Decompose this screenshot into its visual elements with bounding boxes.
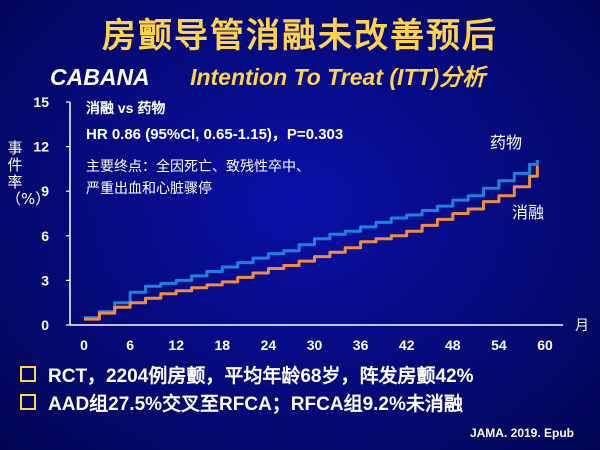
key-point-2: AAD组27.5%交叉至RFCA；RFCA组9.2%未消融: [20, 388, 473, 416]
analysis-type: Intention To Treat (ITT)分析: [190, 64, 486, 90]
series-label-ablation: 消融: [512, 203, 544, 222]
slide-title: 房颤导管消融未改善预后: [102, 16, 498, 56]
y-tick-label: 15: [33, 94, 49, 110]
endpoint-annotation-line2: 严重出血和心脏骤停: [86, 180, 212, 197]
x-tick-label: 48: [445, 337, 461, 353]
series-line-ablation: [84, 165, 539, 321]
x-tick-label: 60: [537, 337, 553, 353]
trial-name: CABANA: [50, 64, 150, 90]
checkbox-bullet-icon: [20, 394, 36, 410]
y-tick-label: 6: [41, 228, 49, 244]
source-citation: JAMA. 2019. Epub: [469, 426, 574, 440]
series-label-drug: 药物: [490, 133, 522, 152]
x-tick-label: 12: [168, 337, 184, 353]
series-line-drug: [84, 160, 539, 320]
x-axis-title: 月: [575, 318, 589, 334]
x-tick-label: 30: [307, 337, 323, 353]
x-tick-label: 6: [126, 337, 134, 353]
x-tick-label: 36: [353, 337, 369, 353]
x-tick-label: 18: [215, 337, 231, 353]
x-tick-label: 24: [261, 337, 277, 353]
key-point-text: AAD组27.5%交叉至RFCA；RFCA组9.2%未消融: [48, 393, 463, 415]
x-tick-label: 0: [80, 337, 88, 353]
comparison-annotation: 消融 vs 药物: [86, 100, 165, 116]
checkbox-bullet-icon: [20, 366, 36, 382]
chart-annotations: 消融 vs 药物 HR 0.86 (95%CI, 0.65-1.15)，P=0.…: [86, 100, 544, 222]
key-points: RCT，2204例房颤，平均年龄68岁，阵发房颤42% AAD组27.5%交叉至…: [20, 360, 473, 416]
chart-series: [83, 159, 539, 321]
endpoint-annotation-line1: 主要终点：全因死亡、致残性卒中、: [86, 158, 310, 175]
key-point-text: RCT，2204例房颤，平均年龄68岁，阵发房颤42%: [48, 365, 474, 387]
key-point-1: RCT，2204例房颤，平均年龄68岁，阵发房颤42%: [20, 360, 473, 388]
x-tick-label: 42: [399, 337, 415, 353]
hr-annotation: HR 0.86 (95%CI, 0.65-1.15)，P=0.303: [86, 126, 343, 143]
y-tick-label: 12: [33, 139, 49, 155]
y-tick-label: 0: [41, 317, 49, 333]
slide-subtitle: CABANA Intention To Treat (ITT)分析: [50, 58, 590, 92]
y-tick-label: 9: [41, 183, 49, 199]
x-tick-label: 54: [491, 337, 507, 353]
y-tick-label: 3: [41, 272, 49, 288]
